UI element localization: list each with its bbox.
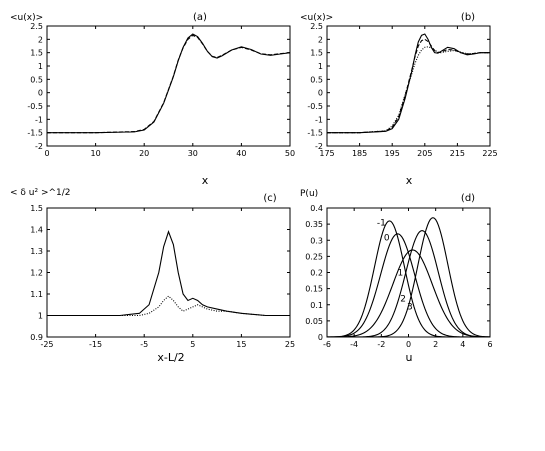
x-tick-label: 175 xyxy=(319,149,334,158)
x-tick-label: -15 xyxy=(89,340,102,349)
y-tick-label: 0.3 xyxy=(310,236,323,245)
curve-label: 3 xyxy=(407,303,413,313)
series-line xyxy=(327,249,491,338)
x-tick-label: -4 xyxy=(350,340,358,349)
series-line xyxy=(47,33,291,134)
x-axis-label: x xyxy=(406,174,413,187)
plot-frame xyxy=(46,25,291,147)
panel-label: (a) xyxy=(193,12,207,23)
y-tick-label: 0.4 xyxy=(310,204,323,213)
y-tick-label: -0.5 xyxy=(27,102,43,111)
series-line xyxy=(326,233,490,338)
y-tick-label: 1 xyxy=(318,62,323,71)
panel-label: (d) xyxy=(461,193,475,204)
y-tick-label: 2 xyxy=(38,35,43,44)
y-tick-label: 0.1 xyxy=(310,301,323,310)
x-axis-label: u xyxy=(406,351,413,364)
series-line xyxy=(47,229,290,317)
panel-d: -6 -4 -2 0 2 4 6 0 0.05 0.1 0.15 0.2 0.25 0.3 0.35 0.4 (… xyxy=(300,189,493,364)
x-tick-label: 0 xyxy=(44,149,49,158)
x-tick-label: -6 xyxy=(323,340,331,349)
y-tick-label: 0.9 xyxy=(30,333,43,342)
x-tick-label: 4 xyxy=(460,340,465,349)
y-tick-label: 0 xyxy=(318,333,323,342)
series-line xyxy=(47,34,291,134)
y-tick-label: 0.25 xyxy=(305,252,323,261)
curve-label: -1 xyxy=(377,219,386,229)
x-tick-label: 15 xyxy=(236,340,246,349)
panel-label: (c) xyxy=(263,193,276,204)
x-tick-label: 50 xyxy=(285,149,295,158)
y-tick-label: 2.5 xyxy=(30,22,43,31)
plot-frame xyxy=(46,207,291,338)
x-tick-label: 185 xyxy=(352,149,367,158)
x-tick-label: -25 xyxy=(40,340,53,349)
series-line xyxy=(327,46,490,134)
curve-label: 1 xyxy=(397,269,403,279)
x-tick-label: 215 xyxy=(450,149,465,158)
y-tick-label: 0.15 xyxy=(305,285,323,294)
y-tick-label: 1.3 xyxy=(30,247,43,256)
x-tick-label: 25 xyxy=(285,340,295,349)
y-tick-label: 0.2 xyxy=(310,269,323,278)
x-axis-label: x xyxy=(202,174,209,187)
x-tick-label: 195 xyxy=(385,149,400,158)
y-tick-label: 2.5 xyxy=(310,22,323,31)
y-tick-label: -1.5 xyxy=(307,129,323,138)
x-tick-label: 205 xyxy=(417,149,432,158)
x-tick-label: 2 xyxy=(433,340,438,349)
x-tick-label: -2 xyxy=(377,340,385,349)
y-tick-label: 0.05 xyxy=(305,317,323,326)
y-axis-label: P(u) xyxy=(300,189,318,199)
y-tick-label: -1.5 xyxy=(27,129,43,138)
y-tick-label: 0.5 xyxy=(30,75,43,84)
panel-c: -25 -15 -5 5 15 25 0.9 1 1.1 1.2 1.3 1.4 1.5 (c) < δ u… xyxy=(10,188,295,364)
series-line xyxy=(47,295,290,317)
y-tick-label: -2 xyxy=(315,142,323,151)
panel-a: 0 10 20 30 40 50 -2 -1.5 -1 -0.5 0 0.5 1 1.5 2 2.5 (a) <u… xyxy=(10,12,295,187)
y-tick-label: 1.5 xyxy=(310,49,323,58)
y-tick-label: 1.5 xyxy=(30,204,43,213)
y-tick-label: -1 xyxy=(35,115,43,124)
panel-label: (b) xyxy=(461,12,475,23)
plot-frame xyxy=(326,25,491,147)
x-tick-label: 0 xyxy=(406,340,411,349)
curve-label: 0 xyxy=(384,233,390,243)
x-tick-label: 10 xyxy=(91,149,101,158)
y-tick-label: 0.35 xyxy=(305,220,323,229)
y-tick-label: 1.4 xyxy=(30,226,43,235)
x-tick-label: 30 xyxy=(188,149,198,158)
x-axis-label: x-L/2 xyxy=(157,351,184,364)
panel-b: 175 185 195 205 215 225 -2 -1.5 -1 -0.5 0 0.5 1 1.5 2 2… xyxy=(300,12,498,187)
x-tick-label: 20 xyxy=(139,149,149,158)
y-tick-label: -2 xyxy=(35,142,43,151)
x-tick-label: -5 xyxy=(140,340,148,349)
y-tick-label: 1.1 xyxy=(30,290,43,299)
y-tick-label: 0 xyxy=(38,89,43,98)
y-tick-label: 1.2 xyxy=(30,269,43,278)
x-tick-label: 5 xyxy=(190,340,195,349)
y-tick-label: 1 xyxy=(38,62,43,71)
series-line xyxy=(327,217,491,338)
y-axis-label: <u(x)> xyxy=(300,13,333,23)
series-line xyxy=(326,220,490,338)
y-tick-label: -1 xyxy=(315,115,323,124)
x-tick-label: 6 xyxy=(487,340,492,349)
y-axis-label: <u(x)> xyxy=(10,13,43,23)
plot-frame xyxy=(326,207,491,338)
y-tick-label: 0.5 xyxy=(310,75,323,84)
y-tick-label: 1 xyxy=(38,312,43,321)
curve-label: 2 xyxy=(400,295,406,305)
y-tick-label: 0 xyxy=(318,89,323,98)
y-tick-label: 1.5 xyxy=(30,49,43,58)
x-tick-label: 40 xyxy=(236,149,246,158)
y-axis-label: < δ u² >^1/2 xyxy=(10,188,71,198)
y-tick-label: -0.5 xyxy=(307,102,323,111)
x-tick-label: 225 xyxy=(482,149,497,158)
y-tick-label: 2 xyxy=(318,35,323,44)
